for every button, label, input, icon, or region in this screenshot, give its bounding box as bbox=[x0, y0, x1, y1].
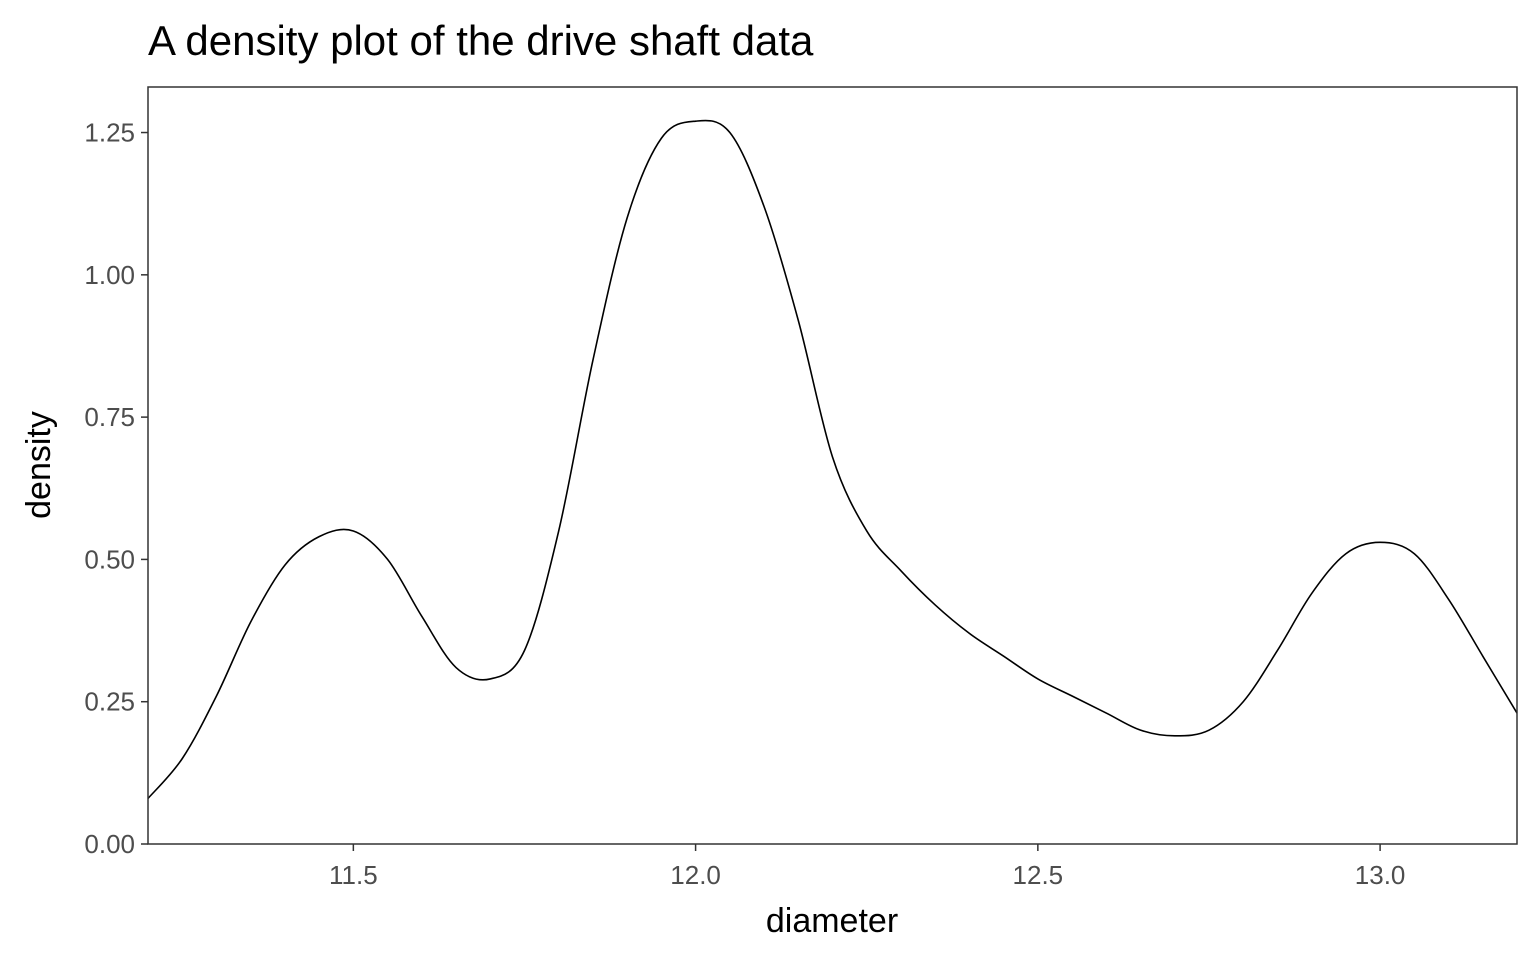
chart-title: A density plot of the drive shaft data bbox=[148, 17, 814, 64]
y-tick-label: 0.75 bbox=[84, 402, 135, 432]
y-tick-label: 0.25 bbox=[84, 687, 135, 717]
x-axis-title: diameter bbox=[766, 902, 898, 940]
y-tick-label: 0.00 bbox=[84, 829, 135, 859]
x-tick-label: 12.0 bbox=[670, 860, 721, 890]
y-axis-title: density bbox=[20, 411, 58, 519]
x-tick-label: 12.5 bbox=[1013, 860, 1064, 890]
y-axis: 0.00 0.25 0.50 0.75 1.00 1.25 bbox=[84, 118, 148, 859]
x-tick-label: 13.0 bbox=[1355, 860, 1406, 890]
x-tick-label: 11.5 bbox=[329, 860, 378, 890]
y-tick-label: 1.00 bbox=[84, 260, 135, 290]
y-tick-label: 0.50 bbox=[84, 544, 135, 574]
density-curve bbox=[147, 119, 1518, 799]
y-tick-label: 1.25 bbox=[84, 118, 135, 148]
x-axis: 11.5 12.0 12.5 13.0 bbox=[329, 844, 1405, 890]
plot-panel-border bbox=[147, 86, 1518, 845]
